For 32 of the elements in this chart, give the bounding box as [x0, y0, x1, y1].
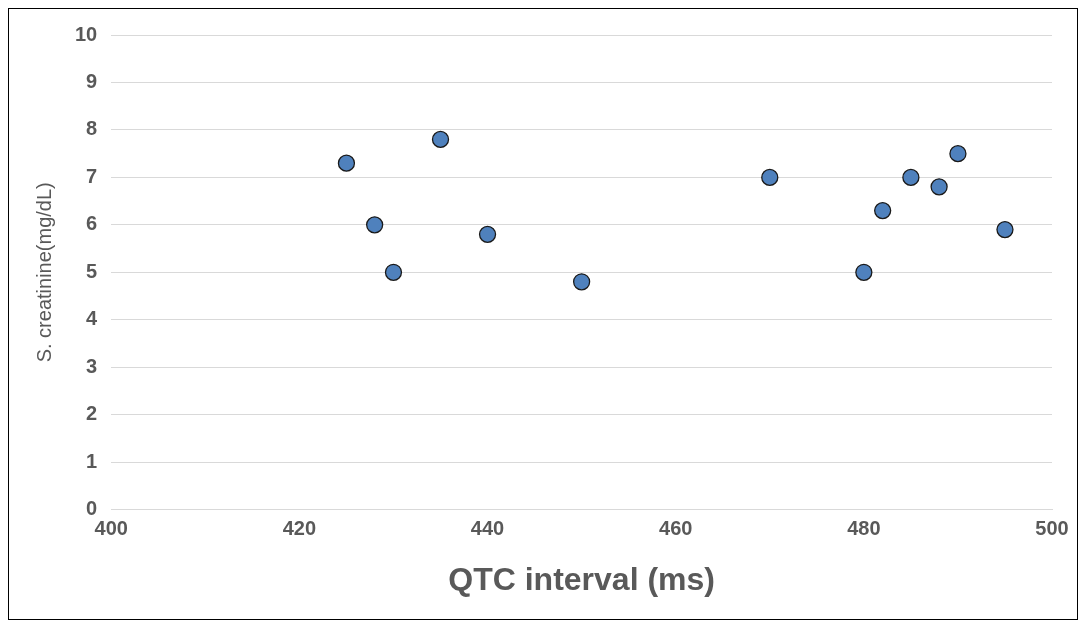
y-tick-label: 1 [86, 449, 98, 472]
point [996, 220, 1014, 239]
x-tick-label: 460 [659, 517, 693, 540]
y-tick-label: 0 [86, 497, 98, 520]
point [384, 263, 403, 281]
y-tick-label: 7 [86, 164, 98, 187]
x-tick-label: 480 [847, 517, 881, 540]
point [874, 201, 892, 220]
point [572, 273, 591, 291]
y-tick-label: 6 [86, 212, 98, 235]
y-tick-label: 4 [86, 307, 99, 330]
point [930, 178, 948, 196]
point [761, 168, 779, 187]
y-tick-label: 3 [86, 354, 98, 377]
point [431, 130, 450, 149]
y-axis-title: S. creatinine(mg/dL) [32, 182, 55, 363]
x-tick-label: 420 [282, 517, 317, 540]
point [366, 216, 384, 234]
point [949, 145, 967, 163]
point [478, 225, 497, 243]
x-axis-title: QTC interval (ms) [448, 560, 715, 597]
point [902, 168, 920, 187]
y-tick-label: 10 [75, 22, 98, 45]
y-tick-label: 8 [86, 117, 98, 140]
point [855, 263, 873, 281]
y-tick-label: 2 [86, 402, 98, 425]
y-tick-label: 5 [86, 259, 98, 282]
x-tick-label: 500 [1035, 517, 1069, 540]
x-tick-label: 400 [94, 517, 128, 540]
point [337, 154, 356, 172]
x-tick-label: 440 [470, 517, 505, 540]
y-tick-label: 9 [86, 69, 98, 92]
